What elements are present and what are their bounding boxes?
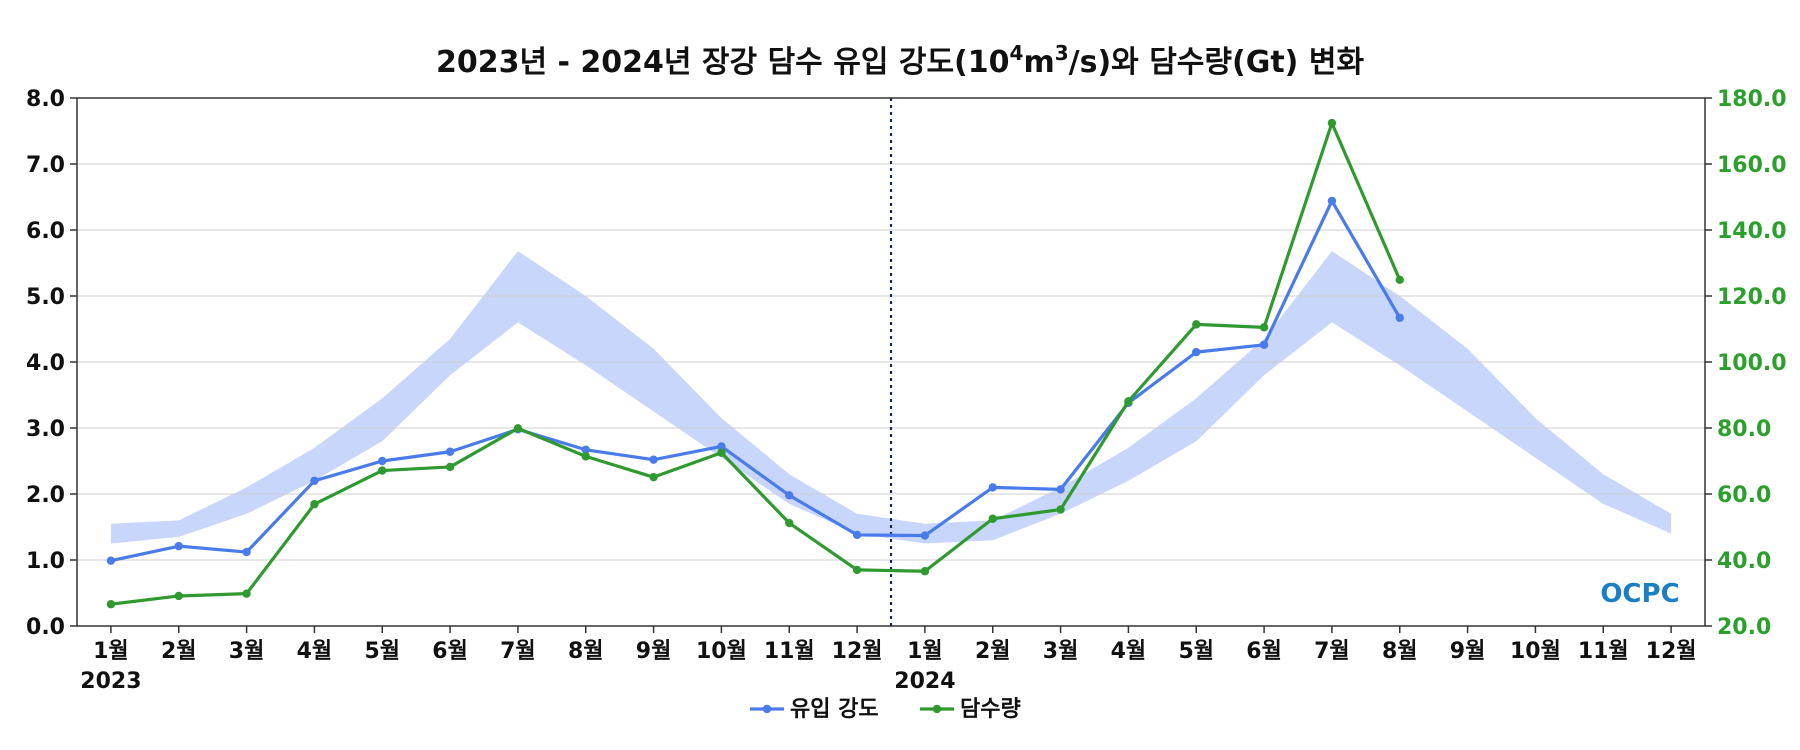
left-tick-label: 4.0: [26, 351, 65, 376]
data-point: [1124, 397, 1133, 406]
data-point: [920, 531, 930, 540]
data-point: [649, 455, 658, 464]
series-line: [110, 199, 1402, 563]
x-tick-label: 7월: [500, 639, 536, 664]
data-point: [581, 452, 590, 461]
right-tick-label: 60.0: [1717, 483, 1771, 508]
legend: 유입 강도 담수량: [750, 697, 1021, 722]
x-tick-label: 8월: [1382, 639, 1418, 664]
data-point: [1395, 275, 1404, 285]
data-point: [1327, 118, 1337, 128]
climatology-band-layer: [110, 251, 1672, 544]
data-point: [1192, 347, 1201, 357]
data-point: [1192, 320, 1201, 329]
legend-marker: [762, 704, 772, 714]
data-point: [445, 462, 455, 472]
data-point: [445, 447, 455, 456]
left-tick-label: 3.0: [26, 417, 65, 442]
right-tick-label: 20.0: [1717, 615, 1771, 640]
x-tick-label: 9월: [1450, 639, 1486, 664]
x-tick-label: 6월: [1246, 639, 1282, 664]
ocpc-logo: OCPC: [1600, 579, 1679, 609]
right-tick-label: 140.0: [1717, 219, 1787, 244]
climatology-band: [110, 251, 1672, 544]
x-tick-label: 9월: [636, 639, 672, 664]
data-point: [106, 600, 116, 609]
left-tick-label: 7.0: [26, 153, 65, 178]
data-point: [1056, 505, 1065, 514]
x-tick-label: 5월: [364, 639, 400, 664]
series-line: [110, 121, 1402, 606]
x-tick-label: 4월: [1111, 639, 1147, 664]
data-point: [174, 541, 183, 551]
series-layer: [106, 118, 1404, 609]
data-point: [852, 565, 862, 575]
x-tick-label: 11월: [764, 639, 815, 664]
axes-layer: 0.0 1.0 2.0 3.0 4.0 5.0 6.0 7.0 8.0 20.0 40.0 60.0 8…: [26, 87, 1787, 694]
data-point: [378, 466, 387, 475]
right-tick-label: 40.0: [1717, 549, 1771, 574]
legend-label: 유입 강도: [790, 697, 879, 722]
left-tick-label: 8.0: [26, 87, 65, 112]
data-point: [717, 448, 726, 457]
right-tick-label: 160.0: [1717, 153, 1787, 178]
chart-title: 2023년 - 2024년 장강 담수 유입 강도(104m3/s)와 담수량(…: [436, 41, 1364, 80]
data-point: [581, 445, 590, 454]
x-tick-label: 7월: [1314, 639, 1350, 664]
x-tick-label: 6월: [432, 639, 468, 664]
data-point: [1259, 323, 1269, 332]
x-tick-label: 4월: [297, 639, 333, 664]
x-tick-label: 10월: [1510, 639, 1561, 664]
data-point: [242, 547, 251, 557]
data-point: [785, 518, 794, 528]
right-tick-label: 120.0: [1717, 285, 1787, 310]
right-tick-label: 80.0: [1717, 417, 1771, 442]
x-tick-label: 2월: [161, 639, 197, 664]
x-tick-label: 2월: [975, 639, 1011, 664]
x-tick-label: 10월: [696, 639, 747, 664]
data-point: [785, 491, 794, 500]
legend-label: 담수량: [960, 697, 1021, 722]
x-tick-label: 1월: [93, 639, 129, 664]
x-tick-label: 5월: [1178, 639, 1214, 664]
data-point: [106, 556, 116, 565]
x-tick-label: 11월: [1578, 639, 1629, 664]
data-point: [988, 514, 997, 523]
data-point: [1327, 196, 1337, 206]
data-point: [1259, 340, 1269, 350]
right-tick-label: 100.0: [1717, 351, 1787, 376]
left-tick-label: 1.0: [26, 549, 65, 574]
data-point: [174, 591, 183, 601]
data-point: [649, 472, 658, 482]
legend-marker: [932, 704, 942, 714]
x-tick-label: 3월: [1043, 639, 1079, 664]
data-point: [513, 424, 523, 433]
left-tick-label: 5.0: [26, 285, 65, 310]
data-point: [1056, 485, 1065, 494]
data-point: [310, 500, 319, 509]
x-tick-label: 12월: [832, 639, 883, 664]
left-tick-label: 2.0: [26, 483, 65, 508]
data-point: [852, 530, 862, 540]
data-point: [310, 476, 319, 485]
x-year-label: 2023: [80, 669, 141, 694]
left-tick-label: 6.0: [26, 219, 65, 244]
data-point: [920, 567, 930, 576]
data-point: [988, 483, 997, 492]
left-tick-label: 0.0: [26, 615, 65, 640]
x-tick-label: 1월: [907, 639, 943, 664]
x-year-label: 2024: [894, 669, 955, 694]
x-tick-label: 8월: [568, 639, 604, 664]
right-tick-label: 180.0: [1717, 87, 1787, 112]
data-point: [378, 456, 387, 466]
data-point: [242, 589, 251, 598]
data-point: [717, 442, 726, 451]
x-tick-label: 3월: [229, 639, 265, 664]
x-tick-label: 12월: [1646, 639, 1697, 664]
data-point: [1395, 313, 1404, 322]
